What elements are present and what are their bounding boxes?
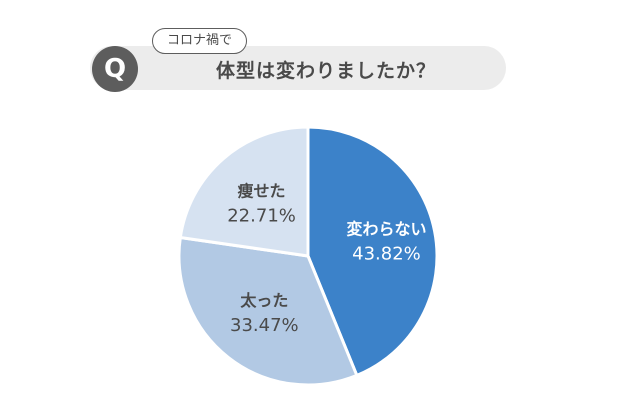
slice-value: 33.47% (230, 315, 299, 336)
pie-slice (177, 236, 359, 387)
context-tag: コロナ禍で (152, 28, 248, 54)
slice-label-group: 変わらない 43.82% (346, 220, 426, 265)
slice-label: 太った (239, 291, 288, 310)
slice-label: 変わらない (346, 220, 426, 239)
slice-label: 痩せた (238, 181, 286, 200)
question-bar (90, 46, 506, 90)
question-badge: Q (92, 46, 138, 92)
pie-slice (178, 125, 310, 258)
slice-label-group: 太った 33.47% (230, 291, 299, 336)
slice-label-group: 痩せた 22.71% (227, 181, 296, 226)
question-text: 体型は変わりましたか？ (216, 60, 437, 82)
slice-value: 43.82% (352, 244, 421, 265)
slice-value: 22.71% (227, 205, 296, 226)
pie-slice (306, 125, 439, 377)
